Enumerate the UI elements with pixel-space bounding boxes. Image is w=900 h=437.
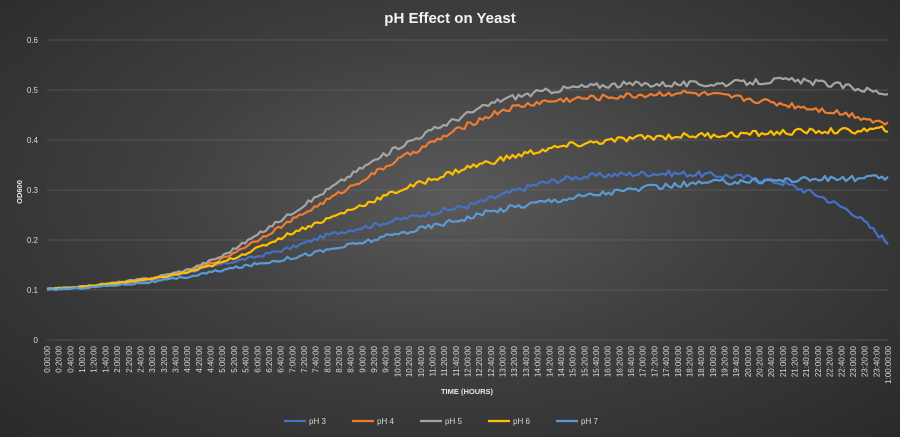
x-tick-label: 17:00:00 xyxy=(639,345,648,377)
x-tick-label: 1:20:00 xyxy=(90,345,99,372)
x-tick-label: 15:20:00 xyxy=(580,345,589,377)
x-tick-label: 6:00:00 xyxy=(253,345,262,372)
x-tick-label: 4:20:00 xyxy=(195,345,204,372)
x-tick-label: 23:20:00 xyxy=(861,345,870,377)
x-tick-label: 16:00:00 xyxy=(604,345,613,377)
x-tick-label: 12:00:00 xyxy=(464,345,473,377)
x-tick-label: 5:00:00 xyxy=(218,345,227,372)
x-tick-label: 23:40:00 xyxy=(872,345,881,377)
x-tick-label: 16:20:00 xyxy=(615,345,624,377)
x-tick-label: 19:00:00 xyxy=(709,345,718,377)
x-tick-label: 13:20:00 xyxy=(510,345,519,377)
y-axis-label: OD600 xyxy=(15,180,24,204)
y-tick-label: 0.4 xyxy=(27,136,39,145)
x-tick-label: 20:20:00 xyxy=(756,345,765,377)
x-tick-label: 17:20:00 xyxy=(650,345,659,377)
x-tick-label: 4:40:00 xyxy=(207,345,216,372)
x-tick-label: 1:00:00:00 xyxy=(884,345,893,383)
x-tick-label: 19:40:00 xyxy=(732,345,741,377)
x-tick-label: 0:00:00 xyxy=(43,345,52,372)
x-tick-label: 3:40:00 xyxy=(171,345,180,372)
x-tick-label: 22:40:00 xyxy=(837,345,846,377)
x-tick-label: 8:20:00 xyxy=(335,345,344,372)
x-tick-label: 20:00:00 xyxy=(744,345,753,377)
x-tick-label: 0:20:00 xyxy=(55,345,64,372)
series-line-ph-5 xyxy=(46,76,889,291)
x-tick-label: 11:40:00 xyxy=(452,345,461,376)
x-tick-label: 11:00:00 xyxy=(428,345,437,376)
x-tick-label: 16:40:00 xyxy=(627,345,636,377)
x-tick-label: 10:00:00 xyxy=(393,345,402,377)
y-tick-label: 0.5 xyxy=(27,86,39,95)
y-tick-label: 0 xyxy=(34,336,39,345)
x-tick-label: 6:20:00 xyxy=(265,345,274,372)
series-line-ph-6 xyxy=(46,125,889,291)
x-tick-label: 22:20:00 xyxy=(826,345,835,377)
x-tick-label: 18:00:00 xyxy=(674,345,683,377)
x-tick-label: 5:20:00 xyxy=(230,345,239,372)
x-tick-label: 18:40:00 xyxy=(697,345,706,377)
x-tick-label: 23:00:00 xyxy=(849,345,858,377)
x-tick-label: 11:20:00 xyxy=(440,345,449,376)
series-lines xyxy=(46,76,889,291)
x-tick-label: 6:40:00 xyxy=(277,345,286,372)
chart-title: pH Effect on Yeast xyxy=(384,10,515,27)
x-tick-label: 5:40:00 xyxy=(242,345,251,372)
x-tick-label: 4:00:00 xyxy=(183,345,192,372)
x-tick-label: 12:40:00 xyxy=(487,345,496,377)
legend-label: pH 4 xyxy=(377,417,394,426)
x-axis-ticks: 0:00:00 0:20:00 0:40:00 1:00:00 1:20:00 1:40:… xyxy=(43,345,893,383)
x-tick-label: 7:20:00 xyxy=(300,345,309,372)
x-tick-label: 13:40:00 xyxy=(522,345,531,377)
x-tick-label: 7:00:00 xyxy=(288,345,297,372)
x-axis-label: TIME (HOURS) xyxy=(441,387,494,396)
series-line-ph-3 xyxy=(46,169,889,290)
x-tick-label: 0:40:00 xyxy=(66,345,75,372)
x-tick-label: 17:40:00 xyxy=(662,345,671,377)
x-tick-label: 14:40:00 xyxy=(557,345,566,377)
x-tick-label: 20:40:00 xyxy=(767,345,776,377)
x-tick-label: 21:00:00 xyxy=(779,345,788,377)
gridlines xyxy=(47,39,888,341)
y-tick-label: 0.3 xyxy=(27,186,39,195)
legend-label: pH 7 xyxy=(581,417,598,426)
x-tick-label: 10:20:00 xyxy=(405,345,414,377)
legend-label: pH 5 xyxy=(445,417,462,426)
x-tick-label: 9:40:00 xyxy=(382,345,391,372)
x-tick-label: 22:00:00 xyxy=(814,345,823,377)
x-tick-label: 3:20:00 xyxy=(160,345,169,372)
x-tick-label: 1:40:00 xyxy=(101,345,110,372)
x-tick-label: 10:40:00 xyxy=(417,345,426,377)
legend-label: pH 6 xyxy=(513,417,530,426)
x-tick-label: 3:00:00 xyxy=(148,345,157,372)
x-tick-label: 9:00:00 xyxy=(358,345,367,372)
series-line-ph-7 xyxy=(46,174,889,291)
y-axis-ticks: 0 0.1 0.2 0.3 0.4 0.5 0.6 xyxy=(27,36,39,345)
y-tick-label: 0.6 xyxy=(27,36,39,45)
x-tick-label: 19:20:00 xyxy=(720,345,729,377)
x-tick-label: 14:20:00 xyxy=(545,345,554,377)
x-tick-label: 21:20:00 xyxy=(791,345,800,377)
x-tick-label: 2:20:00 xyxy=(125,345,134,372)
x-tick-label: 14:00:00 xyxy=(534,345,543,377)
x-tick-label: 18:20:00 xyxy=(685,345,694,377)
y-tick-label: 0.1 xyxy=(27,286,39,295)
legend-label: pH 3 xyxy=(309,417,326,426)
x-tick-label: 12:20:00 xyxy=(475,345,484,377)
x-tick-label: 13:00:00 xyxy=(499,345,508,377)
x-tick-label: 7:40:00 xyxy=(312,345,321,372)
x-tick-label: 8:40:00 xyxy=(347,345,356,372)
x-tick-label: 2:40:00 xyxy=(136,345,145,372)
x-tick-label: 2:00:00 xyxy=(113,345,122,372)
x-tick-label: 8:00:00 xyxy=(323,345,332,372)
y-tick-label: 0.2 xyxy=(27,236,39,245)
legend: pH 3 pH 4 pH 5 pH 6 pH 7 xyxy=(284,417,598,426)
x-tick-label: 9:20:00 xyxy=(370,345,379,372)
x-tick-label: 15:40:00 xyxy=(592,345,601,377)
x-tick-label: 1:00:00 xyxy=(78,345,87,372)
x-tick-label: 15:00:00 xyxy=(569,345,578,377)
x-tick-label: 21:40:00 xyxy=(802,345,811,377)
